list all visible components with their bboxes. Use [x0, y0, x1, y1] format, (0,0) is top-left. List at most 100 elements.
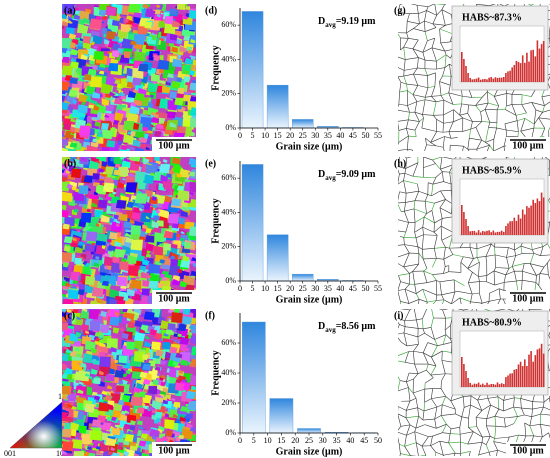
grain-boundary	[415, 237, 419, 247]
x-axis-label: Grain size (μm)	[276, 446, 343, 457]
grain	[69, 142, 78, 148]
grain-boundary	[414, 431, 417, 443]
grain-boundary	[408, 387, 414, 394]
bar	[241, 11, 264, 129]
grain-boundary	[431, 96, 437, 103]
grain-boundary	[541, 96, 545, 106]
grain-boundary	[487, 398, 491, 406]
grain-boundary	[398, 135, 409, 143]
grain	[88, 160, 99, 170]
grain-boundary	[540, 254, 550, 256]
grain	[155, 4, 161, 9]
grain-boundary	[395, 361, 398, 371]
grain-boundary	[468, 451, 471, 456]
grain	[127, 4, 141, 13]
grain-boundary	[505, 270, 515, 276]
grain	[141, 288, 150, 296]
grain-boundary	[462, 128, 471, 132]
grain	[63, 422, 72, 431]
grain	[107, 192, 115, 198]
grain-boundary	[400, 424, 411, 427]
key-triangle-white	[9, 401, 63, 449]
grain	[90, 368, 98, 375]
grain-boundary	[440, 42, 446, 52]
grain	[138, 440, 147, 447]
grain-boundary	[543, 406, 550, 411]
grain	[143, 173, 155, 184]
grain-boundary	[460, 441, 468, 445]
grain-boundary	[415, 424, 425, 429]
x-tick-label: 5	[251, 284, 255, 293]
grain-boundary	[497, 396, 500, 410]
inset-plot	[459, 330, 545, 388]
bar	[242, 321, 266, 434]
grain	[127, 430, 133, 435]
inset-bar	[538, 348, 541, 387]
grain-boundary	[424, 31, 428, 41]
grain-boundary	[430, 131, 437, 143]
grain-boundary	[448, 92, 454, 105]
boundary-map: HABS~80.9%	[395, 309, 550, 456]
grain-boundary	[517, 414, 525, 417]
inset-bar	[473, 79, 476, 82]
grain-boundary	[430, 317, 434, 328]
grain	[154, 393, 161, 398]
grain-boundary	[475, 96, 483, 106]
grain	[148, 385, 158, 395]
grain-boundary	[408, 38, 419, 41]
grain-boundary	[412, 39, 419, 49]
grain	[111, 50, 119, 58]
grain-boundary	[412, 94, 418, 102]
grain	[62, 385, 72, 395]
grain	[191, 358, 196, 366]
grain-boundary	[462, 4, 464, 5]
grain-boundary	[513, 397, 515, 408]
grain-boundary	[453, 279, 465, 286]
grain-boundary	[412, 263, 419, 272]
grain-boundary	[434, 4, 437, 16]
grain-boundary	[489, 144, 494, 151]
grain	[163, 332, 169, 337]
grain	[71, 439, 83, 450]
grain-boundary	[398, 273, 410, 276]
grain-boundary	[398, 122, 400, 131]
bar	[269, 398, 294, 434]
grain	[189, 70, 196, 76]
grain	[135, 275, 140, 280]
grain	[158, 21, 166, 28]
grain-boundary	[405, 57, 419, 60]
grain	[110, 346, 117, 353]
grain	[87, 376, 93, 380]
grain-boundary	[398, 76, 399, 77]
grain-boundary	[494, 96, 499, 107]
grain-boundary	[431, 309, 434, 319]
grain-boundary	[404, 211, 409, 223]
grain-boundary	[516, 279, 523, 282]
inset-bar	[496, 231, 499, 235]
grain-boundary	[403, 47, 406, 60]
grain	[188, 34, 196, 45]
grain-boundary	[439, 440, 449, 444]
grain	[77, 104, 88, 114]
grain-boundary	[441, 294, 445, 300]
grain-boundary	[432, 23, 437, 28]
grain-boundary	[406, 84, 408, 91]
grain-boundary	[398, 4, 401, 13]
grain-boundary	[503, 397, 515, 401]
grain-boundary	[440, 164, 453, 170]
grain	[177, 333, 183, 338]
grain-boundary	[436, 67, 446, 70]
inset-bar	[532, 49, 534, 82]
grain-boundary	[416, 5, 419, 14]
grain-boundary	[398, 252, 410, 258]
grain	[116, 15, 122, 20]
grain	[62, 331, 64, 336]
grain	[86, 116, 93, 123]
grain	[163, 230, 174, 239]
inset-bar	[467, 378, 469, 387]
grain-boundary	[439, 25, 446, 30]
grain-boundary	[425, 96, 432, 98]
grain-boundary	[434, 246, 446, 249]
inset-bar	[473, 230, 476, 235]
grain-boundary	[434, 334, 447, 340]
